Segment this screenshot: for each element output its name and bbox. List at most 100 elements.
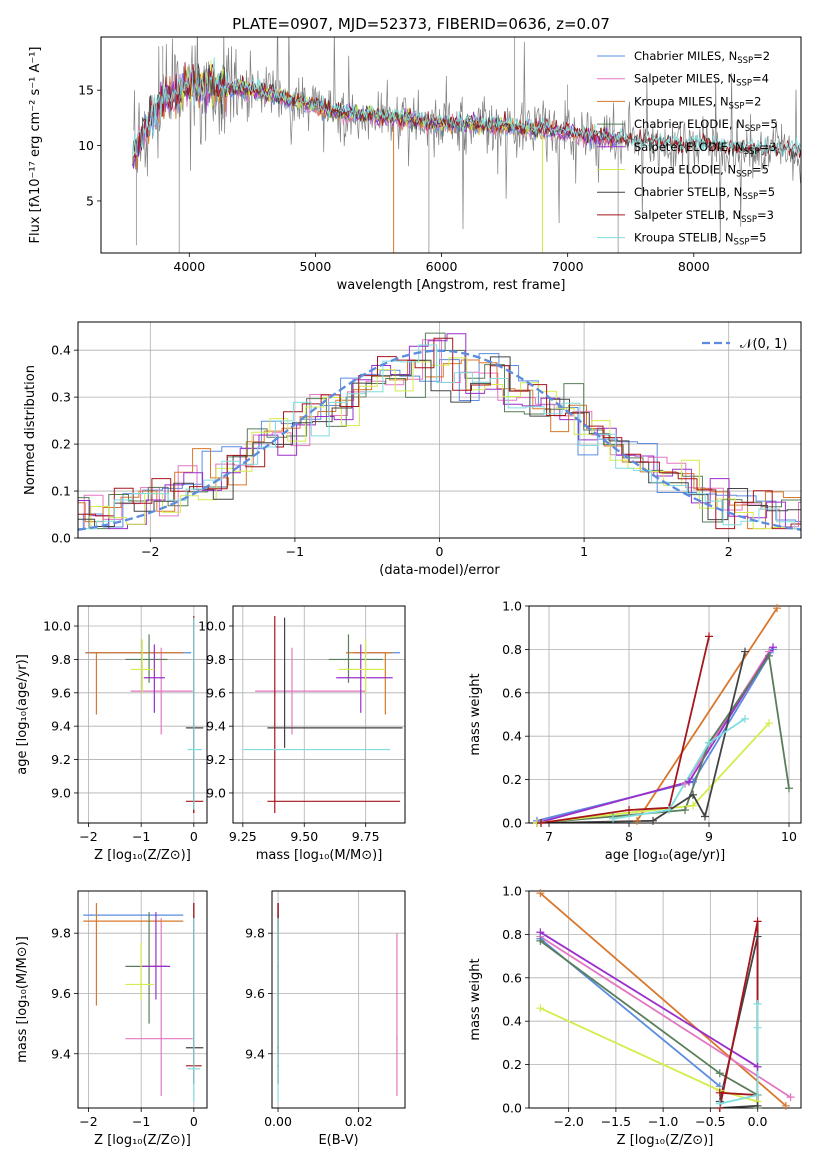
weight-line — [718, 921, 759, 1108]
y-tick-label: 9.4 — [51, 1046, 71, 1061]
legend-entry: Salpeter MILES, NSSP=4 — [634, 72, 769, 89]
data-point — [153, 676, 156, 679]
x-tick-label: 8 — [625, 829, 633, 844]
x-tick-label: 0.00 — [264, 1114, 292, 1129]
y-tick-label: 9.2 — [51, 752, 71, 767]
x-axis-label: age [log₁₀(age/yr)] — [605, 848, 726, 863]
legend-entry: Chabrier ELODIE, NSSP=5 — [634, 117, 778, 134]
axes-mass-vs-EBV: 0.00 0.02 9.4 9.6 9.8 E(B-V) — [245, 890, 406, 1148]
x-axis-label: wavelength [Angstrom, rest frame] — [337, 278, 566, 293]
axes-residuals: −2 −1 0 1 2 0.0 0.1 0.2 0.3 0.4 (data-model)/error… — [23, 321, 802, 578]
x-tick-label: −1 — [132, 1114, 150, 1129]
weight-line — [719, 1003, 759, 1105]
y-tick-label: 9.4 — [51, 719, 71, 734]
weight-marker — [536, 1004, 545, 1013]
y-tick-label: 0.1 — [51, 484, 71, 499]
x-axis-label: E(B-V) — [318, 1133, 358, 1148]
plot-area — [85, 616, 204, 813]
axes-frame — [77, 605, 208, 824]
x-tick-label: −1.0 — [648, 1114, 678, 1129]
histogram-chabrier-miles — [78, 353, 801, 530]
y-tick-label: 0.8 — [502, 927, 522, 942]
legend-entry: Chabrier MILES, NSSP=2 — [634, 49, 770, 66]
x-axis-label: mass [log₁₀(M/M⊙)] — [256, 848, 383, 863]
weight-marker — [649, 816, 657, 825]
x-tick-label: 6000 — [426, 259, 458, 274]
data-point — [273, 800, 276, 803]
x-tick-label: 9.50 — [290, 829, 318, 844]
frame: 7 8 9 10 0.0 0.2 0.4 0.6 0.8 1.0 age [log₁₀(age/yr… — [468, 599, 802, 863]
gaussian-curve — [78, 349, 801, 531]
y-tick-label: 10 — [78, 138, 94, 153]
data-point — [160, 1037, 162, 1040]
x-tick-label: 9.75 — [352, 829, 380, 844]
data-point — [347, 658, 350, 661]
x-tick-label: 4000 — [173, 259, 205, 274]
weight-marker — [715, 1088, 724, 1097]
x-tick-label: −2.0 — [553, 1114, 583, 1129]
weight-marker — [705, 632, 713, 641]
data-point — [141, 668, 144, 671]
x-tick-label: 9.25 — [229, 829, 257, 844]
y-axis-label: mass weight — [468, 673, 483, 755]
x-tick-label: 10 — [781, 829, 797, 844]
y-axis-label: mass weight — [468, 958, 483, 1040]
x-axis-label: Z [log₁₀(Z/Z⊙)] — [94, 848, 191, 863]
axes-frame — [100, 36, 802, 254]
x-tick-label: −2 — [79, 1114, 97, 1129]
weight-marker — [705, 738, 713, 747]
frame: −2 −1 0 1 2 0.0 0.1 0.2 0.3 0.4 (data-model)/error… — [23, 321, 802, 578]
frame: 9.25 9.50 9.75 9.0 9.2 9.4 9.6 9.8 10.0 mass [log… — [198, 605, 406, 863]
axes-frame — [528, 890, 802, 1109]
weight-marker — [689, 790, 697, 799]
data-point — [266, 748, 269, 751]
x-tick-label: −2 — [79, 829, 97, 844]
x-tick-label: 0 — [436, 544, 444, 559]
axes-weight-vs-Z: −2.0 −1.5 −1.0 −0.5 0.0 0.0 0.2 0.4 0.6 0.8 1.0 Z [… — [468, 884, 802, 1148]
axes-age-vs-mass: 9.25 9.50 9.75 9.0 9.2 9.4 9.6 9.8 10.0 mass [log… — [198, 605, 406, 863]
weight-marker — [609, 814, 617, 823]
weight-line — [612, 718, 746, 820]
data-point — [95, 651, 98, 654]
weight-marker — [773, 604, 781, 613]
axes-frame — [77, 890, 208, 1109]
weight-marker — [625, 805, 633, 814]
y-tick-label: 1.0 — [502, 884, 522, 899]
weight-marker — [715, 1069, 724, 1078]
y-tick-label: 10.0 — [198, 619, 226, 634]
weight-line — [539, 892, 787, 1107]
x-tick-label: 2 — [725, 544, 733, 559]
legend: Chabrier MILES, NSSP=2 Salpeter MILES, NS… — [597, 49, 778, 248]
x-tick-label: 0 — [190, 829, 198, 844]
data-point — [359, 676, 362, 679]
data-point — [90, 914, 92, 916]
y-tick-label: 9.6 — [206, 685, 226, 700]
x-tick-label: 8000 — [678, 259, 710, 274]
x-tick-label: 0 — [190, 1114, 198, 1129]
axes-frame — [232, 605, 406, 824]
weight-marker — [665, 805, 673, 814]
data-point — [283, 727, 286, 729]
histogram-salpeter-elodie — [78, 333, 801, 530]
weight-marker — [753, 932, 762, 941]
data-point — [291, 690, 293, 692]
data-point — [193, 748, 195, 751]
legend-entry: Chabrier STELIB, NSSP=5 — [634, 185, 775, 202]
x-tick-label: −1.5 — [601, 1114, 631, 1129]
weight-marker — [633, 816, 641, 825]
weight-marker — [689, 801, 697, 810]
y-tick-label: 9.4 — [245, 1046, 265, 1061]
x-tick-label: 9 — [705, 829, 713, 844]
histogram-kroupa-elodie — [78, 357, 801, 530]
data-point — [384, 651, 387, 654]
y-tick-label: 0.0 — [502, 816, 522, 831]
plot-area — [78, 332, 801, 531]
data-point — [396, 1037, 398, 1040]
model-spectrum — [132, 63, 801, 166]
weight-line — [539, 931, 759, 1068]
weight-marker — [753, 999, 762, 1008]
data-point — [95, 920, 98, 922]
x-axis-label: Z [log₁₀(Z/Z⊙)] — [617, 1133, 714, 1148]
legend-entry: Salpeter ELODIE, NSSP=3 — [634, 140, 777, 157]
y-tick-label: 9.6 — [51, 685, 71, 700]
